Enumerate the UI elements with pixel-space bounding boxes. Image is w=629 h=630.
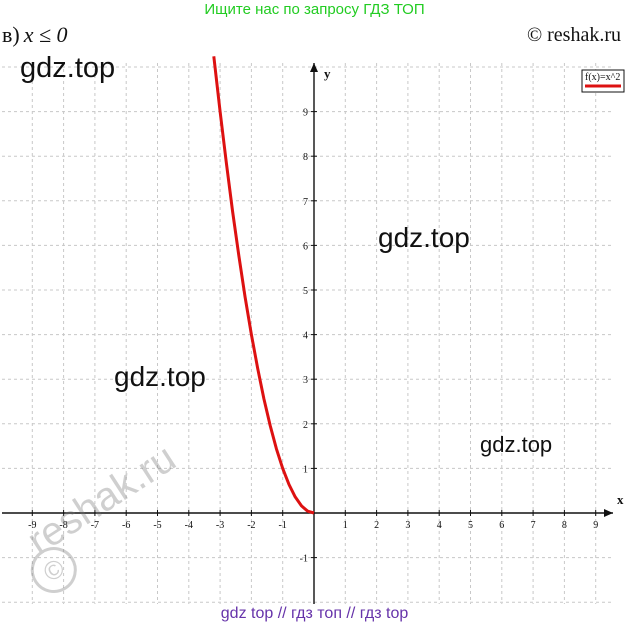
y-tick-label: 8 bbox=[303, 152, 308, 163]
x-tick-label: 1 bbox=[343, 520, 348, 531]
x-tick-label: 3 bbox=[405, 520, 410, 531]
y-tick-label: 7 bbox=[303, 197, 308, 208]
axes: xy bbox=[2, 63, 624, 604]
x-tick-label: -2 bbox=[247, 520, 255, 531]
x-tick-label: 2 bbox=[374, 520, 379, 531]
y-tick-label: -1 bbox=[300, 554, 308, 565]
watermark: gdz.top bbox=[114, 361, 206, 392]
x-tick-label: -9 bbox=[28, 520, 36, 531]
y-axis-arrow bbox=[310, 63, 318, 72]
watermark: gdz.top bbox=[20, 52, 116, 84]
x-tick-label: -5 bbox=[153, 520, 161, 531]
x-tick-label: 7 bbox=[531, 520, 536, 531]
task-condition: x ≤ 0 bbox=[23, 22, 68, 47]
x-axis-label: x bbox=[617, 492, 624, 507]
x-tick-label: -7 bbox=[91, 520, 99, 531]
footer-links: gdz top // гдз топ // гдз top bbox=[220, 605, 409, 622]
x-tick-label: -8 bbox=[59, 520, 67, 531]
legend: f(x)=x^2 bbox=[581, 69, 625, 93]
y-tick-label: 9 bbox=[303, 108, 308, 119]
x-tick-label: 8 bbox=[562, 520, 567, 531]
y-tick-label: 4 bbox=[303, 331, 308, 342]
series-layer bbox=[212, 56, 315, 515]
x-tick-label: -4 bbox=[185, 520, 193, 531]
watermark: gdz.top bbox=[378, 222, 470, 253]
x-tick-label: 5 bbox=[468, 520, 473, 531]
x-tick-label: -1 bbox=[279, 520, 287, 531]
series-line bbox=[212, 56, 315, 515]
y-tick-label: 6 bbox=[303, 241, 308, 252]
x-tick-label: -3 bbox=[216, 520, 224, 531]
task-label: в) x ≤ 0 bbox=[2, 22, 68, 48]
y-axis-label: y bbox=[324, 66, 331, 81]
x-axis-arrow bbox=[604, 509, 613, 517]
tick-labels: -9 -8 -7 -6 -5 -4 -3 -2 -1 1 2 3 4 5 6 7 8 9 -1 1 2 3 4 5 6 7 8 9 bbox=[28, 108, 598, 565]
search-banner: Ищите нас по запросу ГДЗ ТОП bbox=[204, 1, 425, 18]
copyright: © reshak.ru bbox=[526, 24, 621, 46]
x-tick-label: 6 bbox=[499, 520, 504, 531]
y-tick-label: 1 bbox=[303, 464, 308, 475]
x-tick-label: -6 bbox=[122, 520, 130, 531]
y-tick-label: 2 bbox=[303, 420, 308, 431]
y-tick-label: 3 bbox=[303, 375, 308, 386]
y-tick-label: 5 bbox=[303, 286, 308, 297]
legend-label: f(x)=x^2 bbox=[585, 72, 620, 83]
x-tick-label: 4 bbox=[437, 520, 442, 531]
task-letter: в) bbox=[2, 22, 20, 47]
x-tick-label: 9 bbox=[593, 520, 598, 531]
watermark: gdz.top bbox=[480, 432, 553, 457]
